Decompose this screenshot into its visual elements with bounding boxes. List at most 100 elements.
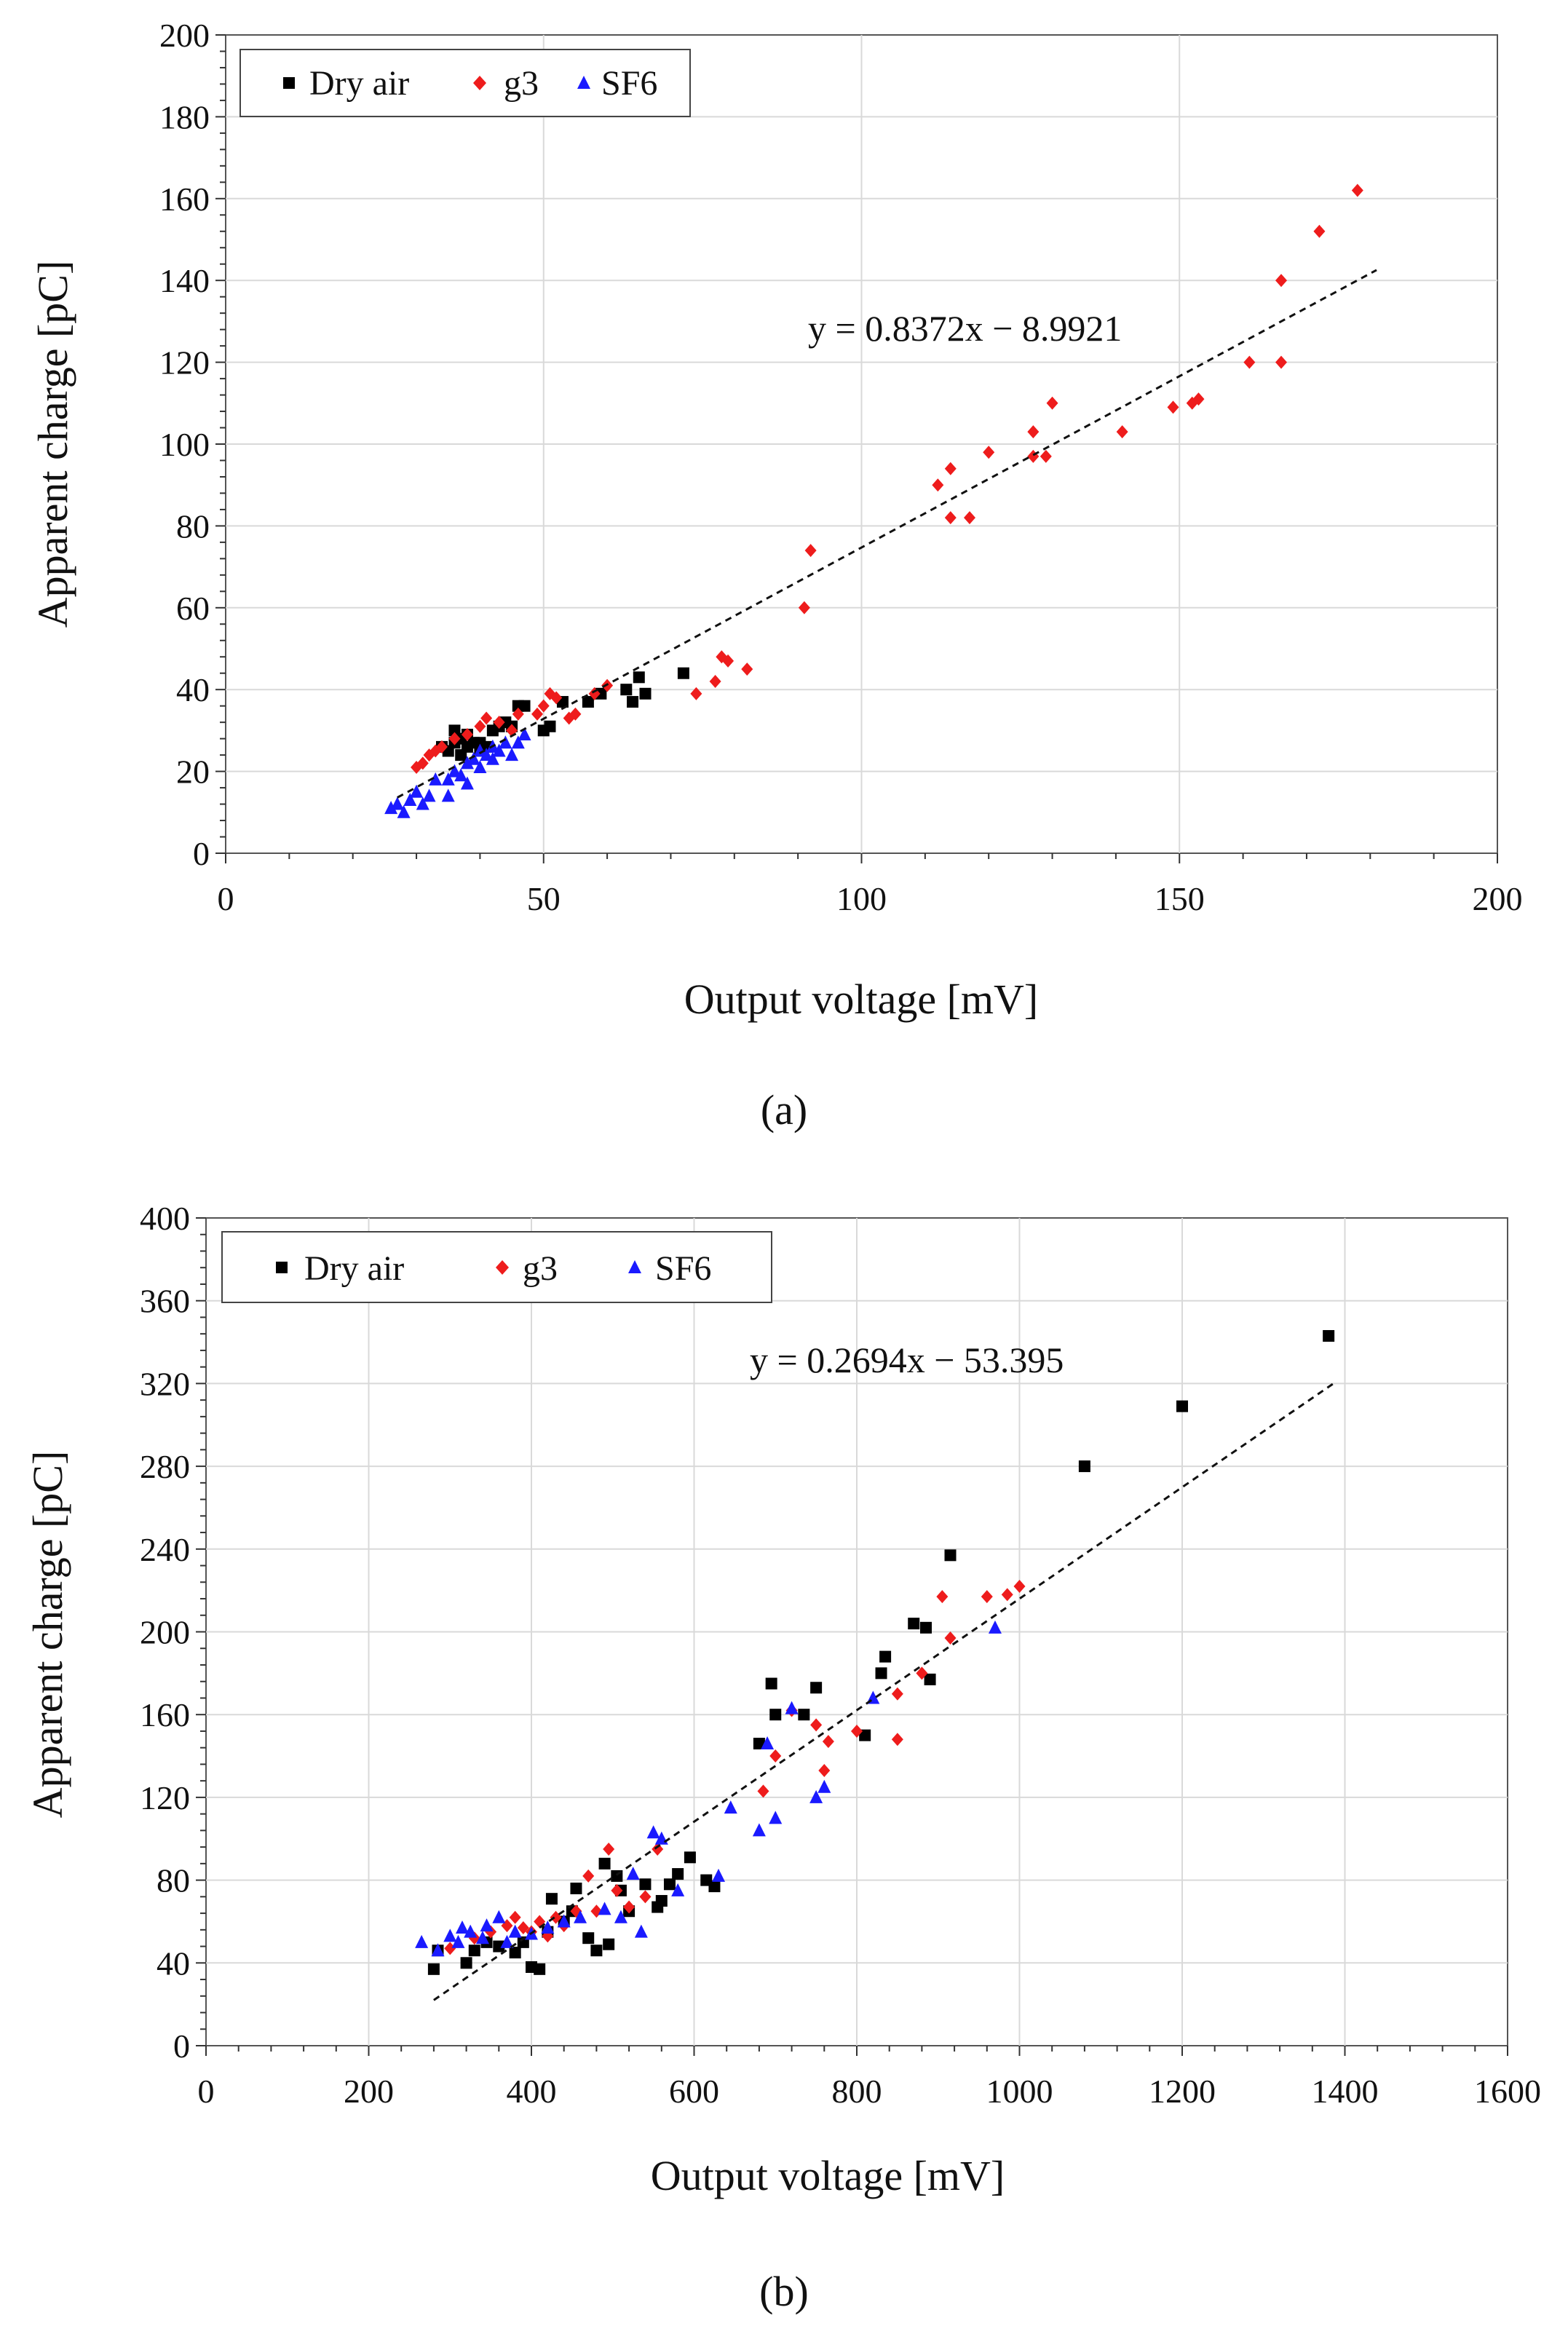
chart-b-point-dry-air bbox=[655, 1895, 668, 1907]
chart-b-point-sf6 bbox=[712, 1868, 726, 1882]
chart-a-point-sf6 bbox=[397, 804, 411, 818]
chart-a-point-sf6 bbox=[473, 743, 487, 757]
chart-b-point-dry-air bbox=[769, 1709, 782, 1721]
chart-a-point-g3 bbox=[1167, 400, 1179, 414]
chart-a-point-sf6 bbox=[441, 788, 455, 802]
chart-b-point-sf6 bbox=[431, 1943, 445, 1957]
chart-b-point-dry-air bbox=[590, 1945, 603, 1957]
chart-a-y-tick-label: 180 bbox=[159, 98, 210, 135]
chart-a-point-g3 bbox=[1046, 396, 1058, 410]
chart-b-x-tick-label: 0 bbox=[198, 2073, 215, 2110]
chart-a-x-tick-label: 0 bbox=[218, 880, 234, 917]
chart-a-point-dry-air bbox=[544, 720, 556, 732]
chart-a-point-g3 bbox=[448, 732, 461, 745]
chart-a-legend-marker-sf6 bbox=[577, 76, 590, 89]
chart-b-legend-label-g3: g3 bbox=[523, 1249, 558, 1288]
chart-a-point-dry-air bbox=[677, 667, 689, 679]
chart-a-point-g3 bbox=[722, 654, 734, 668]
chart-b-point-sf6 bbox=[724, 1800, 737, 1814]
chart-b-point-sf6 bbox=[464, 1924, 478, 1938]
chart-b-x-tick-label: 1200 bbox=[1149, 2073, 1216, 2110]
chart-b-x-tick-label: 1400 bbox=[1312, 2073, 1379, 2110]
chart-a-x-axis-label: Output voltage [mV] bbox=[684, 976, 1038, 1023]
chart-b-point-dry-air bbox=[468, 1945, 480, 1957]
chart-b-points bbox=[415, 1330, 1335, 1975]
chart-b-point-dry-air bbox=[460, 1957, 472, 1969]
chart-a-legend-label-g3: g3 bbox=[504, 64, 539, 103]
chart-b-point-sf6 bbox=[671, 1883, 685, 1896]
chart-a-point-g3 bbox=[798, 601, 810, 614]
chart-b-point-sf6 bbox=[752, 1823, 766, 1837]
chart-b-point-dry-air bbox=[859, 1729, 871, 1741]
chart-a-point-dry-air bbox=[518, 700, 531, 712]
chart-a-ticks: 0 20 40 60 80 100 120 140 160 180 200 0 50 100 150 200 bbox=[159, 17, 1523, 917]
chart-b-legend-label-sf6: SF6 bbox=[655, 1249, 711, 1288]
chart-a-point-sf6 bbox=[518, 727, 531, 741]
chart-b-y-tick-label: 280 bbox=[140, 1448, 190, 1485]
chart-a-y-tick-label: 140 bbox=[159, 262, 210, 299]
chart-b-point-dry-air bbox=[582, 1932, 595, 1945]
chart-b-y-tick-label: 240 bbox=[140, 1531, 190, 1568]
chart-a-gridlines bbox=[226, 35, 1497, 853]
chart-b-point-dry-air bbox=[919, 1621, 932, 1634]
chart-a-point-g3 bbox=[1116, 425, 1128, 439]
chart-a-point-dry-air bbox=[627, 696, 639, 708]
chart-a-panel-label: (a) bbox=[761, 1086, 807, 1134]
chart-b-point-dry-air bbox=[708, 1880, 721, 1893]
chart-b-point-g3 bbox=[769, 1749, 782, 1763]
chart-b-x-tick-label: 1000 bbox=[986, 2073, 1053, 2110]
chart-b-point-g3 bbox=[517, 1920, 529, 1934]
chart-a-point-g3 bbox=[944, 462, 957, 475]
chart-b-point-sf6 bbox=[646, 1825, 660, 1839]
chart-b-point-sf6 bbox=[769, 1811, 783, 1824]
chart-b-point-g3 bbox=[582, 1869, 595, 1883]
chart-b-point-g3 bbox=[1001, 1588, 1013, 1602]
chart-b-y-tick-label: 160 bbox=[140, 1696, 190, 1733]
chart-b-point-dry-air bbox=[663, 1878, 676, 1891]
chart-a-point-sf6 bbox=[511, 735, 525, 749]
chart-a-point-dry-air bbox=[582, 696, 594, 708]
chart-b-point-g3 bbox=[444, 1942, 456, 1955]
chart-a-point-g3 bbox=[1275, 274, 1288, 288]
chart-b-point-sf6 bbox=[557, 1914, 571, 1928]
chart-a-point-g3 bbox=[537, 699, 550, 713]
chart-b-point-dry-air bbox=[509, 1947, 521, 1959]
chart-a-point-sf6 bbox=[467, 751, 480, 765]
chart-a-point-g3 bbox=[550, 691, 563, 705]
chart-b-trendline bbox=[433, 1380, 1338, 2001]
chart-b-point-g3 bbox=[623, 1900, 635, 1914]
chart-b-point-g3 bbox=[851, 1724, 863, 1738]
chart-a-point-dry-air bbox=[633, 671, 645, 684]
chart-b-y-tick-label: 360 bbox=[140, 1283, 190, 1320]
chart-b-y-tick-label: 320 bbox=[140, 1365, 190, 1402]
chart-a-point-g3 bbox=[1243, 355, 1256, 369]
chart-a-point-g3 bbox=[804, 544, 817, 558]
chart-b-legend-label-dry-air: Dry air bbox=[304, 1249, 404, 1288]
chart-a-point-g3 bbox=[983, 446, 995, 459]
chart-b-point-sf6 bbox=[809, 1789, 823, 1803]
chart-a-y-tick-label: 200 bbox=[159, 17, 210, 54]
chart-b-point-dry-air bbox=[798, 1709, 810, 1721]
chart-b-point-g3 bbox=[981, 1590, 993, 1604]
chart-b-point-sf6 bbox=[761, 1736, 775, 1749]
chart-a-point-sf6 bbox=[460, 756, 474, 770]
chart-b-point-g3 bbox=[1013, 1579, 1026, 1593]
chart-b-y-tick-label: 400 bbox=[140, 1200, 190, 1237]
chart-b-legend-marker-sf6 bbox=[628, 1260, 641, 1273]
chart-b-point-sf6 bbox=[785, 1701, 799, 1714]
chart-a-x-tick-label: 100 bbox=[836, 880, 887, 917]
chart-b-point-sf6 bbox=[475, 1931, 489, 1945]
chart-a-point-sf6 bbox=[422, 788, 436, 802]
chart-b-point-dry-air bbox=[545, 1893, 558, 1905]
chart-b-point-g3 bbox=[891, 1733, 903, 1746]
chart-a-point-g3 bbox=[1313, 224, 1326, 238]
chart-a-point-sf6 bbox=[410, 784, 424, 798]
chart-a-point-sf6 bbox=[416, 796, 429, 810]
chart-b-point-sf6 bbox=[451, 1934, 465, 1948]
chart-a-points bbox=[384, 183, 1363, 818]
chart-a-point-g3 bbox=[474, 719, 486, 733]
chart-b-x-tick-label: 200 bbox=[344, 2073, 394, 2110]
chart-a-y-tick-label: 40 bbox=[176, 671, 210, 708]
chart-b-x-tick-label: 600 bbox=[669, 2073, 719, 2110]
